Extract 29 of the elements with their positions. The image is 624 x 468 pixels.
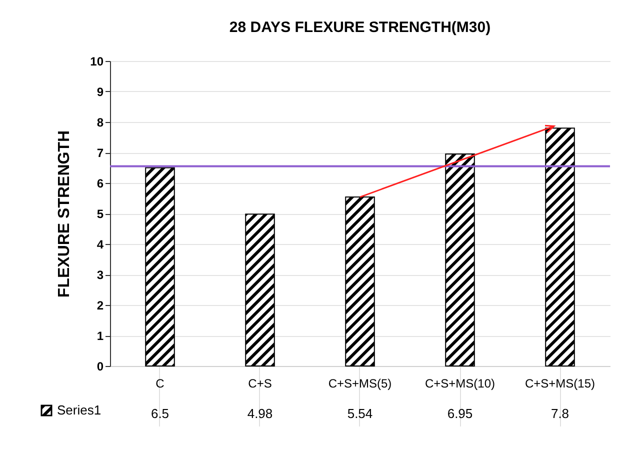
y-tick-label: 1 xyxy=(96,329,104,343)
bar xyxy=(445,154,475,366)
y-tick-label: 6 xyxy=(96,176,104,190)
data-label: 7.8 xyxy=(550,406,570,421)
bar xyxy=(545,128,575,366)
x-tick-label: C+S+MS(5) xyxy=(328,376,392,390)
data-label: 6.5 xyxy=(150,406,170,421)
y-tick-label: 4 xyxy=(96,238,104,252)
y-tick-label: 5 xyxy=(96,207,104,221)
x-tick-label: C+S+MS(15) xyxy=(524,376,596,390)
y-tick-label: 8 xyxy=(96,116,104,130)
data-label: 5.54 xyxy=(347,406,373,421)
x-tick-label: C+S+MS(10) xyxy=(424,376,496,390)
y-tick-label: 0 xyxy=(96,360,104,374)
x-tick-label: C xyxy=(156,376,165,390)
bar xyxy=(345,196,375,366)
bar xyxy=(145,167,175,366)
y-axis-title: FLEXURE STRENGTH xyxy=(56,130,74,298)
chart-title: 28 DAYS FLEXURE STRENGTH(M30) xyxy=(229,19,491,36)
data-label: 6.95 xyxy=(447,406,473,421)
legend-label: Series1 xyxy=(57,402,102,418)
data-label: 4.98 xyxy=(247,406,273,421)
y-tick-label: 7 xyxy=(96,146,104,160)
y-tick-label: 9 xyxy=(96,85,104,99)
y-tick-label: 3 xyxy=(96,268,104,282)
bar xyxy=(245,214,275,366)
y-tick-label: 10 xyxy=(90,54,104,68)
x-tick-label: C+S xyxy=(248,376,272,390)
y-tick-label: 2 xyxy=(96,298,104,312)
